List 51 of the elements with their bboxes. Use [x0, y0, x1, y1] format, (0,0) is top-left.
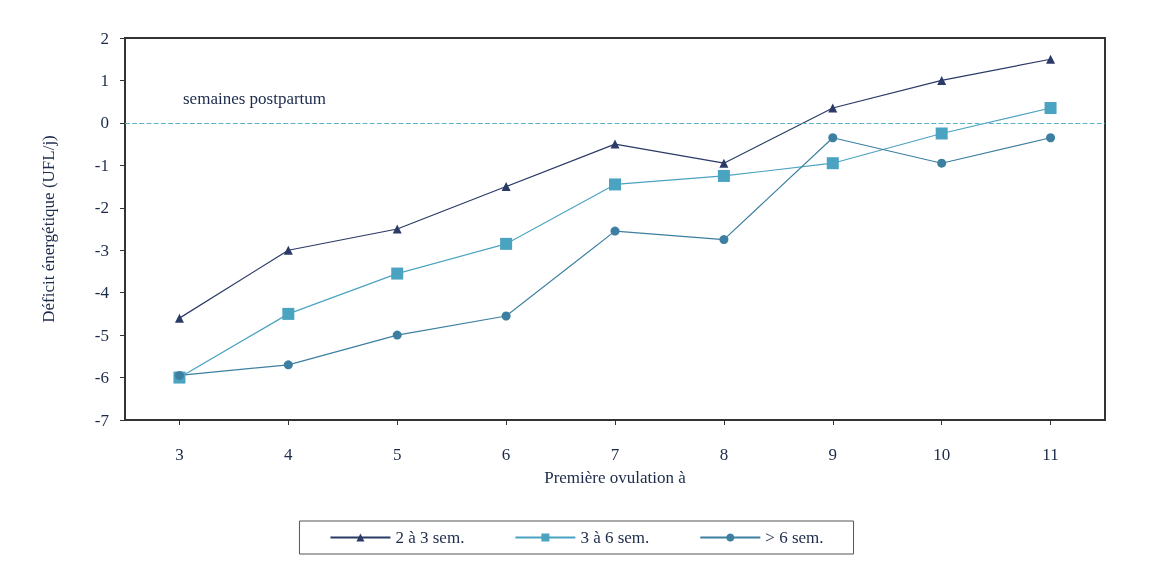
legend-label: > 6 sem. — [765, 528, 824, 547]
x-tick-label: 7 — [610, 445, 620, 464]
y-tick-label: 0 — [100, 113, 109, 133]
point — [500, 237, 513, 250]
x-tick-label: 4 — [284, 445, 294, 464]
point — [609, 178, 621, 191]
x-tick-label: 9 — [828, 445, 838, 464]
point — [828, 133, 838, 143]
point — [610, 226, 620, 236]
point — [174, 370, 184, 380]
point — [937, 75, 947, 85]
point — [392, 330, 402, 340]
point — [1044, 102, 1057, 115]
x-axis-title: Première ovulation à — [544, 468, 687, 488]
point — [717, 169, 730, 182]
y-tick-label: -5 — [94, 325, 109, 345]
point — [174, 313, 184, 323]
x-tick-label: 10 — [933, 445, 951, 464]
y-tick-label: -1 — [94, 155, 109, 175]
point — [1046, 54, 1056, 64]
y-tick-label: -6 — [94, 368, 109, 388]
point — [719, 235, 729, 245]
y-axis-title: Déficit énergétique (UFL/j) — [39, 135, 58, 323]
point — [501, 311, 511, 321]
point — [1046, 133, 1056, 143]
annotation: semaines postpartum — [183, 89, 327, 108]
legend-label: 3 à 6 sem. — [580, 528, 650, 547]
point — [501, 182, 511, 192]
x-tick-label: 5 — [392, 445, 402, 464]
point — [719, 158, 729, 168]
point — [826, 157, 839, 170]
x-tick-label: 11 — [1042, 445, 1059, 464]
point — [828, 103, 838, 113]
point — [392, 224, 402, 234]
y-tick-label: -7 — [94, 410, 110, 430]
point — [283, 245, 293, 255]
point — [283, 360, 293, 370]
x-tick-label: 6 — [501, 445, 511, 464]
point — [282, 307, 295, 320]
y-tick-label: 1 — [100, 70, 109, 90]
y-tick-label: 2 — [100, 28, 109, 48]
x-tick-label: 8 — [719, 445, 729, 464]
point — [610, 139, 620, 149]
point — [937, 158, 947, 168]
point — [391, 267, 404, 280]
y-tick-label: -3 — [94, 240, 109, 260]
x-tick-label: 3 — [175, 445, 184, 464]
legend-label: 2 à 3 sem. — [395, 528, 465, 547]
y-tick-label: -2 — [94, 198, 109, 218]
point — [935, 127, 948, 140]
y-tick-label: -4 — [94, 283, 110, 303]
